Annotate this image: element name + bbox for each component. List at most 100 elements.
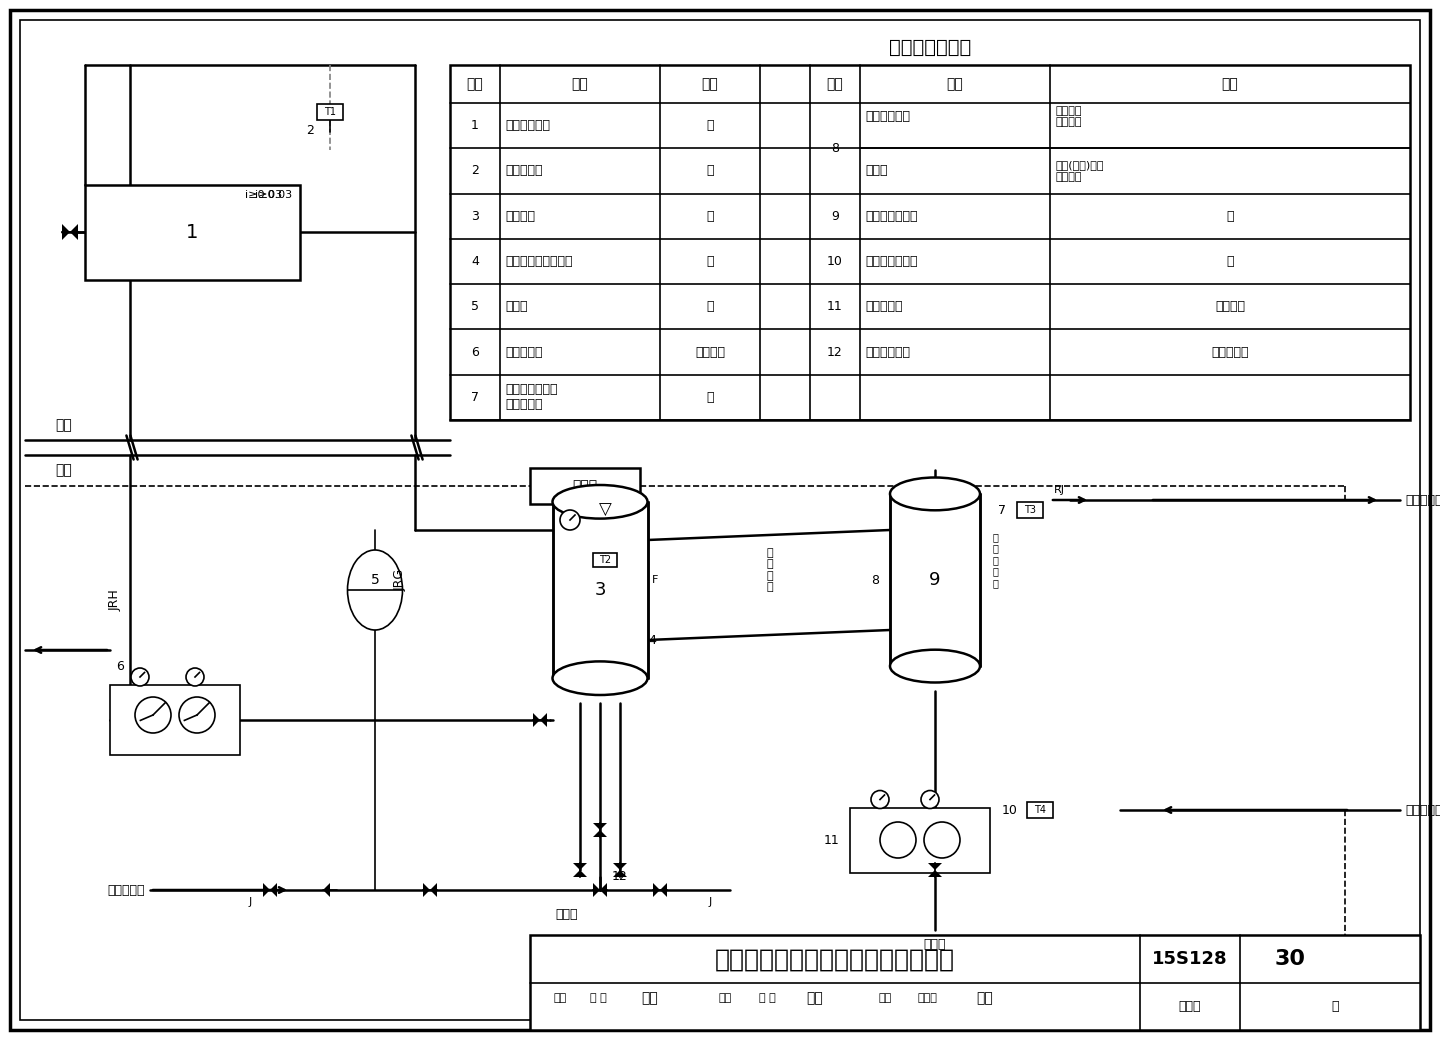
Text: 室内: 室内 (55, 463, 72, 477)
Ellipse shape (890, 650, 981, 682)
Text: 电动阀: 电动阀 (865, 164, 887, 178)
Text: 闸阀（常闭）: 闸阀（常闭） (865, 345, 910, 359)
Text: 5: 5 (370, 573, 379, 587)
Polygon shape (573, 870, 588, 877)
Circle shape (135, 697, 171, 733)
Text: 设计: 设计 (878, 993, 891, 1004)
Text: 5: 5 (471, 301, 480, 313)
Text: 2: 2 (471, 164, 480, 178)
Text: 6: 6 (471, 345, 480, 359)
Text: 页: 页 (1331, 1000, 1339, 1013)
Text: 1: 1 (471, 120, 480, 132)
Text: 热水回水管: 热水回水管 (1405, 804, 1440, 816)
Text: T1: T1 (324, 107, 336, 116)
Text: 3: 3 (595, 581, 606, 599)
Text: 一用一备: 一用一备 (696, 345, 724, 359)
Polygon shape (573, 863, 588, 870)
Text: 15S128: 15S128 (1152, 950, 1228, 968)
Text: 6: 6 (117, 660, 124, 674)
Text: 安
全
放
散
管: 安 全 放 散 管 (992, 531, 998, 589)
Text: 4: 4 (471, 255, 480, 268)
Polygon shape (62, 224, 71, 240)
Text: 图集号: 图集号 (1179, 1000, 1201, 1013)
Circle shape (131, 668, 148, 686)
Text: 备注: 备注 (701, 77, 719, 90)
Polygon shape (271, 883, 276, 896)
Polygon shape (423, 883, 431, 896)
Ellipse shape (553, 661, 648, 695)
Text: 回水循环泵: 回水循环泵 (865, 301, 903, 313)
Text: J: J (708, 896, 711, 907)
Text: 自力式温控阀: 自力式温控阀 (865, 110, 910, 123)
Bar (530, 468, 639, 504)
Text: 12: 12 (612, 869, 628, 883)
Text: 集热循环泵: 集热循环泵 (505, 345, 543, 359)
Bar (85, 185, 300, 280)
Circle shape (871, 790, 888, 808)
Circle shape (924, 822, 960, 858)
Text: 3: 3 (471, 210, 480, 223)
Text: 7: 7 (471, 391, 480, 404)
Text: RJ: RJ (1054, 485, 1066, 495)
Text: T3: T3 (1024, 505, 1035, 515)
Text: 太阳能集热器: 太阳能集热器 (505, 120, 550, 132)
Text: 辅
助
热
源: 辅 助 热 源 (766, 548, 773, 593)
Ellipse shape (347, 550, 403, 630)
Text: －: － (706, 391, 714, 404)
Text: F: F (652, 575, 658, 584)
Text: 温度传感器: 温度传感器 (505, 164, 543, 178)
Text: 热水供水管: 热水供水管 (1405, 494, 1440, 506)
Text: ▽: ▽ (599, 501, 612, 519)
Text: 一用一备: 一用一备 (1215, 301, 1246, 313)
Polygon shape (323, 883, 330, 896)
Polygon shape (652, 883, 660, 896)
Text: 7: 7 (998, 503, 1007, 517)
Bar (449, 64, 1410, 420)
Ellipse shape (890, 477, 981, 511)
Text: 4: 4 (648, 633, 657, 647)
Polygon shape (264, 883, 271, 896)
Text: －: － (706, 301, 714, 313)
Text: 10: 10 (1002, 804, 1018, 816)
Polygon shape (593, 830, 608, 837)
Text: T2: T2 (599, 555, 611, 565)
Text: 容积式水加热器
温度传感器: 容积式水加热器 温度传感器 (505, 384, 557, 412)
Text: 冷水供水管: 冷水供水管 (108, 884, 145, 896)
Text: 张 蕃: 张 蕃 (589, 993, 606, 1004)
Text: J: J (248, 896, 252, 907)
Circle shape (560, 510, 580, 530)
Polygon shape (927, 863, 942, 870)
Text: 11: 11 (827, 301, 842, 313)
Text: －: － (706, 210, 714, 223)
Bar (109, 685, 240, 755)
Text: 备注: 备注 (1221, 77, 1238, 90)
Text: －: － (1227, 255, 1234, 268)
Bar (1027, 802, 1053, 818)
Text: －: － (706, 164, 714, 178)
Text: 12: 12 (827, 345, 842, 359)
Ellipse shape (553, 485, 648, 519)
Polygon shape (593, 883, 600, 896)
Bar (317, 104, 343, 120)
Bar (1017, 502, 1043, 518)
Circle shape (186, 668, 204, 686)
Text: 11: 11 (824, 833, 840, 847)
Bar (890, 494, 981, 666)
Polygon shape (600, 883, 608, 896)
Polygon shape (533, 713, 540, 727)
Bar (530, 935, 1420, 1030)
Text: 8: 8 (831, 141, 840, 155)
Text: 集热水罐温度传感器: 集热水罐温度传感器 (505, 255, 573, 268)
Text: 容积式水加热器: 容积式水加热器 (865, 210, 917, 223)
Text: －: － (706, 255, 714, 268)
Text: 序号: 序号 (827, 77, 844, 90)
Text: 王岩松: 王岩松 (917, 993, 937, 1004)
Text: 2: 2 (307, 124, 314, 136)
Polygon shape (71, 224, 78, 240)
Text: i≥0.03: i≥0.03 (245, 190, 282, 200)
Text: i≥0.03: i≥0.03 (255, 190, 292, 200)
Text: －: － (1227, 210, 1234, 223)
Text: 定时(全日)自动
控制系统: 定时(全日)自动 控制系统 (1056, 160, 1103, 182)
Text: 9: 9 (929, 571, 940, 589)
Text: 全日自动
控制系统: 全日自动 控制系统 (1056, 106, 1081, 127)
